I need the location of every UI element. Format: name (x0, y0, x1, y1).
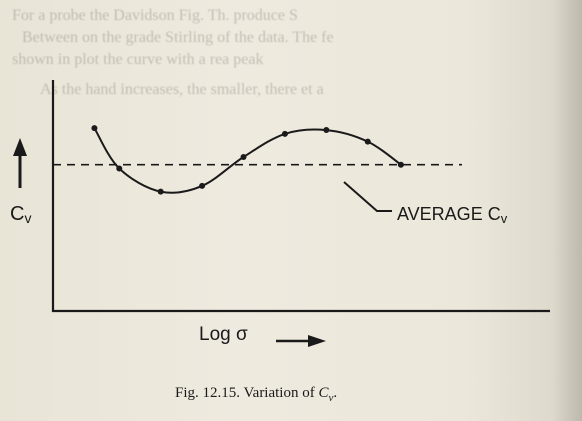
y-direction-arrow (13, 138, 27, 188)
data-point-3 (157, 188, 164, 195)
cv-curve (93, 127, 402, 194)
data-point-8 (364, 138, 371, 145)
page-edge-shadow (552, 0, 582, 421)
data-point-5 (240, 154, 247, 160)
data-point-4 (199, 182, 206, 189)
bleed-through-text: For a probe the Davidson Fig. Th. produc… (12, 7, 334, 98)
x-axis-label: Log σ (199, 324, 248, 345)
x-direction-arrow (276, 335, 326, 347)
annotation-label: AVERAGE Cv (397, 204, 508, 226)
annotation-pointer (343, 181, 392, 212)
data-point-2 (116, 165, 123, 172)
caption-variable: C (318, 385, 329, 401)
data-point-9 (397, 161, 404, 168)
caption-subscript: v (328, 392, 334, 404)
figure-caption: Fig. 12.15. Variation of Cv. (175, 385, 475, 405)
y-axis-label: Cv (10, 203, 31, 226)
data-point-1 (91, 125, 98, 132)
data-point-7 (323, 127, 330, 134)
caption-prefix: Fig. 12.15. Variation of (175, 385, 319, 401)
caption-suffix: . (333, 385, 338, 401)
data-point-6 (281, 130, 288, 137)
